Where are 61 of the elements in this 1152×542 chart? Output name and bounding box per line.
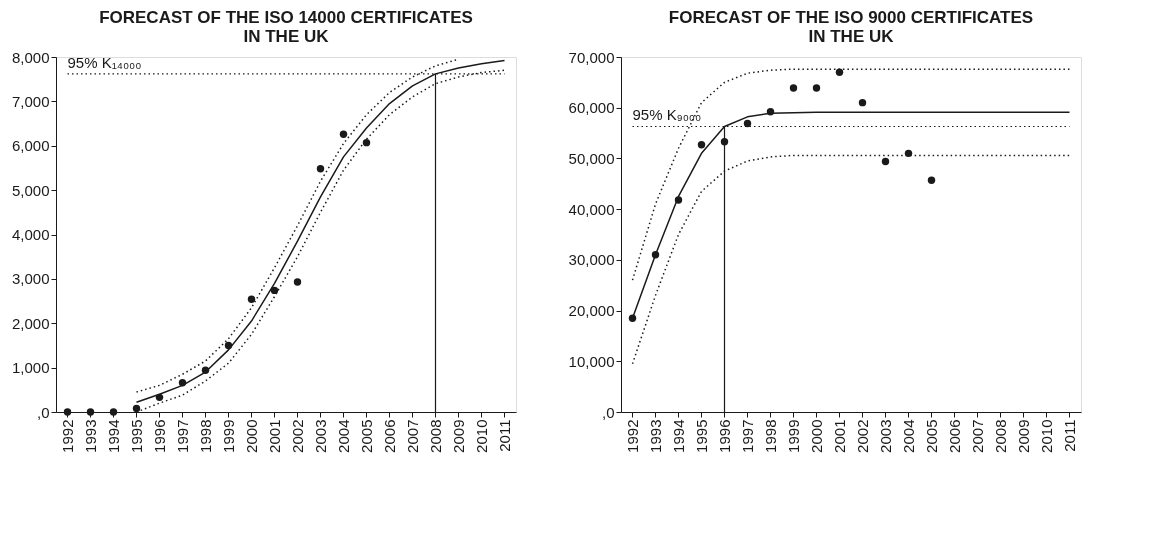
x-tick-label: 2009 <box>1014 419 1032 453</box>
x-tick-label: 1998 <box>196 419 214 453</box>
x-tick-label: 2010 <box>1037 419 1055 453</box>
y-tick-label: 6,000 <box>11 137 50 155</box>
y-tick-label: ,0 <box>601 403 615 421</box>
x-tick-label: 2002 <box>288 419 306 453</box>
x-tick-label: 2007 <box>403 419 421 453</box>
x-tick-label: 2005 <box>922 419 940 453</box>
x-tick-label: 1997 <box>173 419 191 453</box>
x-tick-label: 1993 <box>646 419 664 453</box>
x-tick-label: 2011 <box>495 419 513 452</box>
y-tick-label: 40,000 <box>568 200 615 218</box>
x-tick-label: 1997 <box>738 419 756 453</box>
y-tick-label: 20,000 <box>568 302 615 320</box>
x-tick-label: 2003 <box>311 419 329 453</box>
x-tick-label: 2009 <box>449 419 467 453</box>
x-tick-label: 1995 <box>127 419 145 453</box>
x-tick-label: 2001 <box>830 419 848 453</box>
x-tick-label: 1992 <box>58 419 76 453</box>
x-tick-label: 1993 <box>81 419 99 453</box>
x-tick-label: 1994 <box>104 419 122 453</box>
y-tick-label: 60,000 <box>568 99 615 117</box>
y-tick-label: 10,000 <box>568 352 615 370</box>
x-tick-label: 1998 <box>761 419 779 453</box>
x-tick-label: 1999 <box>219 419 237 453</box>
x-tick-label: 2011 <box>1060 419 1078 452</box>
x-tick-label: 2004 <box>899 419 917 453</box>
x-tick-label: 2008 <box>991 419 1009 453</box>
x-tick-label: 2008 <box>426 419 444 453</box>
chart-title: FORECAST OF THE ISO 14000 CERTIFICATES IN THE UK <box>99 8 473 46</box>
y-tick-label: 70,000 <box>568 48 615 66</box>
x-tick-label: 2001 <box>265 419 283 453</box>
y-tick-label: 50,000 <box>568 149 615 167</box>
y-tick-label: ,0 <box>36 403 50 421</box>
x-tick-label: 1994 <box>669 419 687 453</box>
x-tick-label: 2002 <box>853 419 871 453</box>
y-tick-label: 7,000 <box>11 92 50 110</box>
x-tick-label: 2000 <box>807 419 825 453</box>
x-tick-label: 2003 <box>876 419 894 453</box>
x-tick-label: 2000 <box>242 419 260 453</box>
y-tick-label: 1,000 <box>11 359 50 377</box>
y-tick-label: 2,000 <box>11 314 50 332</box>
x-tick-label: 1996 <box>715 419 733 453</box>
chart-title: FORECAST OF THE ISO 9000 CERTIFICATES IN THE UK <box>668 8 1034 46</box>
x-tick-label: 2007 <box>968 419 986 453</box>
x-tick-label: 1996 <box>150 419 168 453</box>
y-tick-label: 4,000 <box>11 226 50 243</box>
x-tick-label: 2004 <box>334 419 352 453</box>
x-tick-label: 2010 <box>472 419 490 453</box>
y-tick-label: 5,000 <box>11 181 50 199</box>
y-tick-label: 3,000 <box>11 270 50 288</box>
ref-line-label: 95% K₁₄₀₀₀ <box>67 53 142 71</box>
y-tick-label: 30,000 <box>568 251 615 269</box>
x-tick-label: 2006 <box>380 419 398 453</box>
x-tick-label: 1999 <box>784 419 802 453</box>
x-tick-label: 2006 <box>945 419 963 453</box>
x-tick-label: 2005 <box>357 419 375 453</box>
ref-line-label: 95% K₉₀₀₀ <box>632 106 702 124</box>
x-tick-label: 1992 <box>623 419 641 453</box>
y-tick-label: 8,000 <box>11 48 50 66</box>
x-tick-label: 1995 <box>692 419 710 453</box>
